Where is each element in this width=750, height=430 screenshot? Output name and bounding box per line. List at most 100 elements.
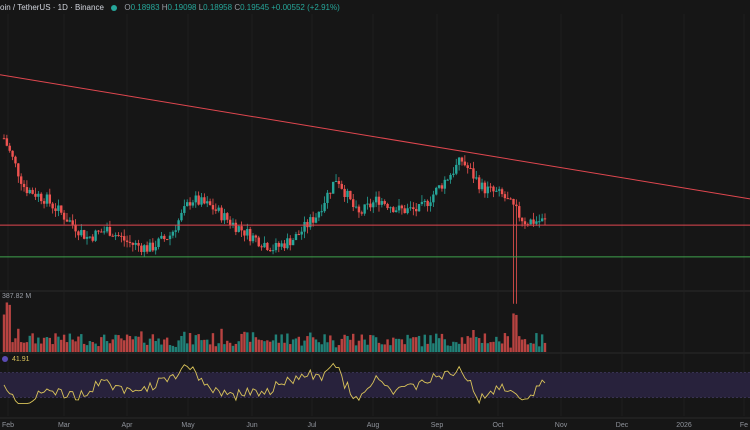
volume-bar	[449, 345, 452, 352]
candle-body	[520, 217, 524, 222]
volume-bar	[257, 339, 260, 352]
candle-body	[540, 218, 544, 222]
volume-bar	[512, 313, 515, 352]
candle-body	[211, 205, 215, 210]
candle-body	[480, 182, 484, 190]
volume-bar	[220, 328, 223, 352]
candle-body	[266, 242, 269, 250]
volume-bar	[191, 344, 195, 352]
candle-body	[183, 206, 186, 213]
volume-bar	[97, 346, 100, 352]
candle-body	[223, 213, 226, 221]
volume-bar	[234, 343, 238, 352]
volume-bar	[460, 337, 464, 352]
volume-bar	[480, 342, 484, 352]
volume-bar	[120, 338, 123, 352]
rsi-legend: 41.91	[2, 356, 30, 363]
candle-body	[306, 221, 309, 228]
candle-body	[280, 243, 283, 247]
candle-body	[228, 219, 232, 225]
volume-bar	[483, 333, 487, 352]
volume-bar	[71, 339, 74, 352]
candle-body	[22, 183, 26, 188]
rsi-icon	[2, 356, 8, 363]
candle-body	[220, 207, 223, 221]
volume-bar	[526, 344, 530, 352]
volume-bar	[323, 334, 326, 352]
volume-bar	[412, 337, 415, 352]
candle-body	[40, 193, 43, 202]
candle-body	[420, 201, 424, 205]
candle-body	[389, 207, 392, 209]
volume-bar	[423, 334, 426, 352]
volume-bar	[77, 336, 80, 352]
volume-bar	[143, 342, 146, 352]
candle-body	[243, 230, 246, 236]
volume-bar	[520, 339, 524, 352]
volume-bar	[148, 338, 152, 352]
volume-bar	[360, 334, 364, 352]
candle-body	[283, 243, 286, 249]
volume-bar	[277, 342, 280, 352]
candle-body	[417, 204, 421, 212]
candle-body	[234, 222, 238, 232]
candle-body	[31, 189, 34, 194]
volume-bar	[85, 345, 89, 352]
volume-bar	[5, 302, 9, 352]
candle-body	[131, 242, 135, 245]
volume-bar	[111, 339, 114, 352]
volume-bar	[286, 333, 289, 352]
candle-body	[463, 161, 467, 166]
candle-body	[37, 193, 40, 197]
candle-body	[180, 212, 183, 221]
volume-bar	[540, 334, 544, 352]
candle-body	[294, 234, 298, 241]
volume-bar	[25, 342, 29, 352]
x-tick-label-Dec: Dec	[616, 422, 629, 429]
candle-body	[140, 245, 143, 252]
candle-body	[240, 226, 243, 231]
volume-bar	[311, 337, 315, 352]
close-value: 0.19545	[240, 3, 270, 12]
candle-body	[329, 192, 332, 194]
volume-bar	[477, 338, 481, 352]
volume-bar	[297, 336, 301, 352]
volume-bar	[260, 340, 263, 352]
volume-bar	[500, 343, 504, 352]
volume-bar	[363, 339, 366, 352]
candle-body	[25, 187, 29, 194]
candle-body	[34, 193, 37, 197]
candle-body	[191, 202, 195, 206]
candle-body	[123, 236, 126, 241]
candle-body	[102, 231, 106, 233]
candle-body	[208, 201, 212, 206]
candle-body	[157, 238, 160, 248]
volume-bar	[271, 340, 275, 352]
low-value: 0.18958	[203, 3, 233, 12]
candle-body	[154, 247, 157, 251]
volume-bar	[443, 339, 447, 352]
candle-body	[414, 209, 418, 212]
candle-body	[475, 177, 478, 179]
volume-bar	[108, 343, 112, 352]
volume-bar	[168, 345, 172, 352]
volume-bar	[403, 344, 406, 352]
volume-bar	[22, 342, 26, 352]
volume-bar	[317, 342, 321, 352]
candle-body	[314, 217, 318, 223]
candle-body	[432, 194, 435, 203]
volume-bar	[200, 340, 203, 352]
volume-bar	[228, 342, 232, 352]
volume-bar	[171, 345, 175, 352]
candle-body	[435, 187, 438, 195]
rsi-band	[0, 372, 750, 398]
volume-bar	[452, 341, 455, 352]
candle-body	[452, 173, 455, 175]
volume-bar	[185, 343, 189, 352]
candle-body	[340, 183, 343, 189]
volume-bar	[435, 333, 438, 352]
symbol-title[interactable]: oin / TetherUS · 1D · Binance	[0, 3, 104, 12]
volume-bar	[291, 339, 295, 352]
volume-bar	[463, 343, 467, 352]
